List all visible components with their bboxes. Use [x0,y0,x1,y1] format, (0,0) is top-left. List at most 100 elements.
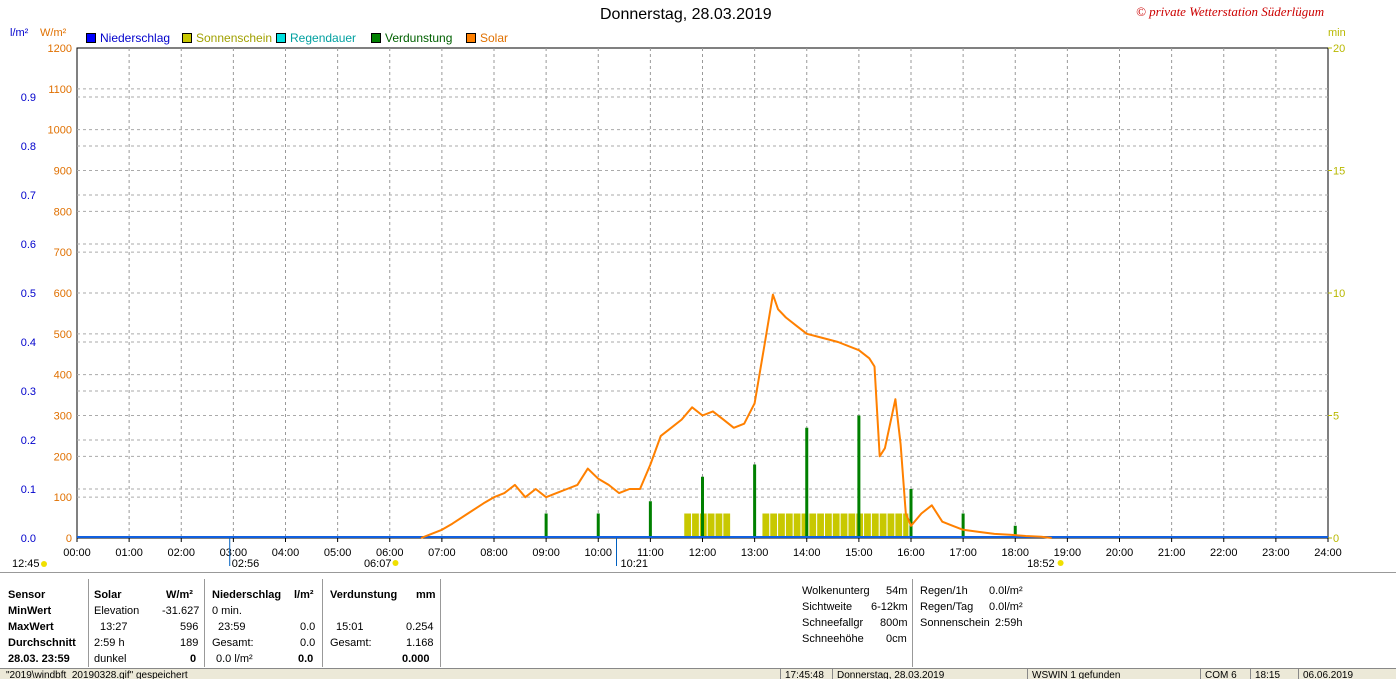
y-tick-label-solar: 800 [54,206,72,218]
copyright-label: © private Wetterstation Süderlügum [1136,4,1325,19]
evaporation-bar [701,476,704,538]
legend-niederschlag: Niederschlag [86,31,170,45]
y-tick-label-right: 0 [1333,533,1339,545]
evaporation-bar [909,489,913,538]
legend-regendauer: Regendauer [276,31,356,45]
sunshine-bar [723,513,731,538]
rain-value-hour: 0.0l/m² [989,585,1023,597]
evaporation-bar [805,427,809,538]
unit-left-solar: W/m² [40,27,67,39]
y-tick-label-precip: 0.4 [21,337,36,349]
sunshine-bar [692,513,699,538]
chart-title: Donnerstag, 28.03.2019 [600,6,772,23]
sunshine-bar [903,513,909,538]
sunshine-bar [840,513,848,538]
legend-label: Regendauer [290,31,357,45]
x-tick-label: 10:00 [584,547,612,559]
sunshine-bar [895,513,903,538]
sensor-header: Sensor [8,589,46,601]
status-today: 06.06.2019 [1298,669,1353,679]
solar-avg-value: 189 [180,637,199,649]
sunshine-bar [762,513,770,538]
solar-unit: W/m² [166,589,193,601]
x-tick-label: 01:00 [115,547,143,559]
weather-divider [912,579,913,667]
marker-moon: 10:21 [620,558,648,570]
sunshine-bar [848,513,856,538]
x-tick-label: 13:00 [741,547,769,559]
sunshine-bar [824,513,832,538]
marker-moonrise: 02:56 [232,558,260,570]
x-tick-label: 22:00 [1210,547,1238,559]
x-tick-label: 08:00 [480,547,508,559]
y-tick-label-right: 20 [1333,43,1345,55]
legend-label: Sonnenschein [196,31,273,45]
legend-sonnenschein: Sonnenschein [182,31,272,45]
niederschlag-min-label: 0 min. [212,605,242,617]
solar-header: Solar [94,589,122,601]
sunshine-bar [832,513,840,538]
niederschlag-unit: l/m² [294,589,314,601]
solar-max-value: 596 [180,621,199,633]
solar-current-label: dunkel [94,653,127,665]
unit-right-min: min [1328,27,1346,39]
weather-label-cloud: Wolkenunterg [802,585,870,597]
sunshine-bar [801,513,809,538]
evaporation-bar [596,513,600,538]
sunshine-bar [785,513,793,538]
legend-swatch-verdunstung [371,33,381,43]
x-tick-label: 24:00 [1314,547,1342,559]
rain-value-sun: 2:59h [995,617,1023,629]
y-tick-label-solar: 200 [54,451,72,463]
weather-label-visibility: Sichtweite [802,601,853,613]
sunshine-bar [778,513,785,538]
y-tick-label-precip: 0.7 [21,190,36,202]
status-device: WSWIN 1 gefunden [1027,669,1120,679]
verdunstung-header: Verdunstung [330,589,398,601]
niederschlag-max-time: 23:59 [218,621,246,633]
weather-label-snowline: Schneefallgr [802,617,864,629]
y-tick-label-solar: 100 [54,492,72,504]
y-tick-label-precip: 0.1 [21,484,36,496]
y-tick-label-solar: 1100 [48,84,72,96]
x-tick-label: 14:00 [793,547,821,559]
niederschlag-max-value: 0.0 [300,621,316,633]
x-tick-label: 23:00 [1262,547,1290,559]
status-file: "2019\windbft_20190328.gif" gespeichert [6,670,188,679]
sunshine-bar [887,513,895,538]
evaporation-bar [753,464,757,538]
y-tick-label-precip: 0.6 [21,239,36,251]
sunrise-icon [392,560,399,566]
niederschlag-header: Niederschlag [212,589,282,601]
row-label-min: MinWert [8,605,52,617]
row-label-max: MaxWert [8,621,54,633]
row-label-current: 28.03. 23:59 [8,653,70,665]
weather-value-snowdepth: 0cm [886,633,907,645]
y-tick-label-precip: 0.3 [21,386,36,398]
verdunstung-column: Verdunstung mm 15:01 0.254 Gesamt: 1.168… [322,579,441,667]
evaporation-bar [961,513,965,538]
x-tick-label: 06:00 [376,547,404,559]
solar-avg-label: 2:59 h [94,637,125,649]
x-tick-label: 18:00 [1001,547,1029,559]
x-tick-label: 07:00 [428,547,456,559]
sunset-icon [1057,560,1064,566]
solar-min-label: Elevation [94,605,140,617]
rain-label-sun: Sonnenschein [920,617,990,629]
legend-verdunstung: Verdunstung [371,31,452,45]
y-tick-label-precip: 0.0 [21,533,36,545]
legend-swatch-niederschlag [86,33,96,43]
niederschlag-column: Niederschlag l/m² 0 min. 23:59 0.0 Gesam… [204,579,323,667]
y-tick-label-precip: 0.8 [21,141,36,153]
status-bar: "2019\windbft_20190328.gif" gespeichert … [0,668,1396,679]
sunshine-bar [793,513,801,538]
x-tick-label: 05:00 [324,547,352,559]
x-tick-label: 20:00 [1106,547,1134,559]
weather-value-snowline: 800m [880,617,908,629]
y-tick-label-right: 10 [1333,288,1345,300]
solar-min-value: -31.627 [162,605,200,617]
rain-value-day: 0.0l/m² [989,601,1023,613]
y-tick-label-precip: 0.5 [21,288,36,300]
y-tick-label-solar: 1200 [48,43,72,55]
rain-label-hour: Regen/1h [920,585,968,597]
